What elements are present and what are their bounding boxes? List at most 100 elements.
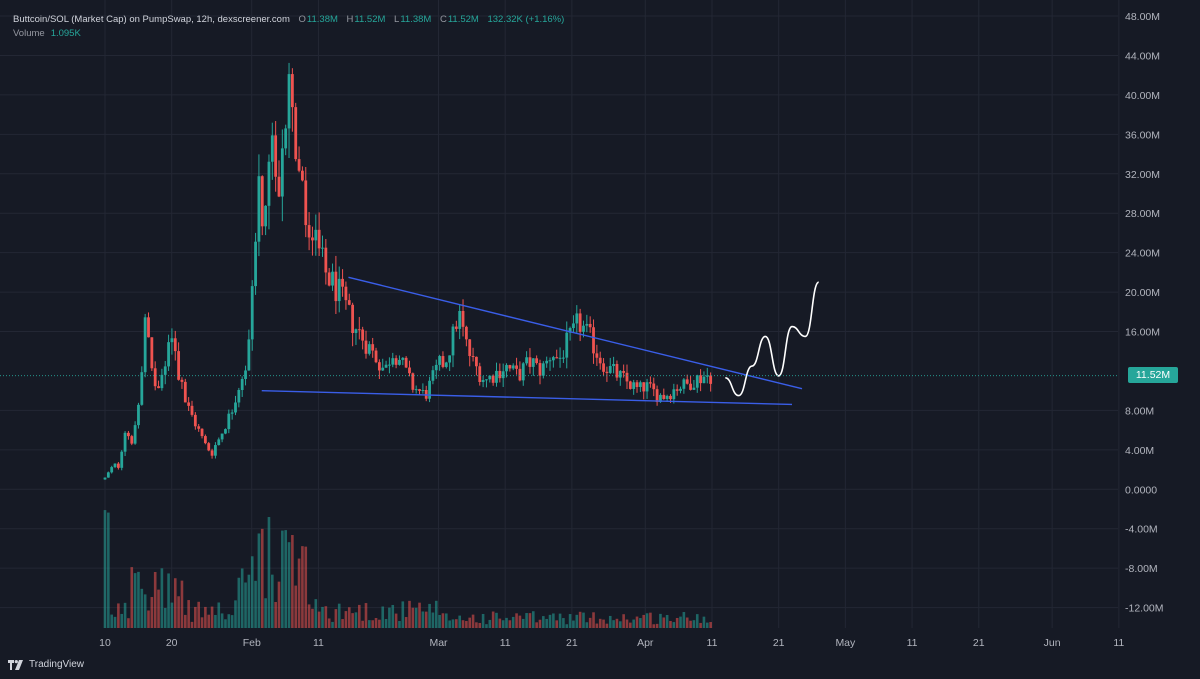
candle-body [307,225,311,238]
x-tick-label: 10 [99,637,111,649]
volume-bar [291,535,294,628]
price-axis[interactable]: 48.00M 44.00M 40.00M 36.00M 32.00M 28.00M 24.0… [1125,11,1164,615]
volume-bar [695,614,699,628]
candle-body [562,357,565,359]
volume-bar [685,617,689,628]
volume-bar [485,624,488,628]
candle-body [234,402,237,413]
volume-bar [140,588,144,628]
volume-bar [207,614,211,628]
candle-body [257,176,261,242]
y-tick-label: 20.00M [1125,287,1160,299]
candle-body [321,247,324,249]
candle-body [314,229,318,241]
volume-bar [378,619,381,628]
volume-bar [709,622,712,628]
candle-body [224,429,227,434]
candle-body [505,365,508,372]
volume-bar [120,613,124,628]
candle-body [344,286,348,301]
tradingview-logo[interactable]: TradingView [8,659,84,670]
candle-body [454,326,458,329]
candle-body [638,382,642,387]
volume-bar [622,614,625,628]
volume-bar [153,571,157,628]
volume-bar [555,620,559,628]
volume-bar [645,613,649,628]
candle-body [655,389,659,403]
volume-bar [294,585,298,628]
candle-body [444,362,448,367]
candle-body [461,310,465,327]
volume-bar [414,607,418,628]
volume-bar [167,573,170,628]
volume-bar [428,603,431,628]
volume-bar [200,617,204,628]
candle-body [588,323,592,328]
candle-body [595,353,599,358]
volume-bar [588,617,592,628]
candle-body [508,365,512,369]
candlesticks [103,62,713,480]
candle-body [140,372,144,405]
candle-body [317,229,321,249]
candle-body [327,272,331,286]
candle-body [481,380,485,383]
volume-bar [260,528,264,628]
volume-bar [194,606,197,628]
volume-bar [217,602,221,628]
upper-trendline[interactable] [348,276,803,390]
volume-bar [327,618,331,628]
volume-bar [381,606,385,628]
volume-bar [438,614,441,628]
volume-bar [665,614,669,628]
volume-bar [351,613,354,628]
brand-name: TradingView [29,659,85,670]
volume-bar [110,614,113,628]
candle-body [364,340,368,354]
symbol-title[interactable]: Buttcoin/SOL (Market Cap) on PumpSwap, 1… [13,14,290,25]
volume-bar [592,612,595,628]
y-tick-label: 40.00M [1125,90,1160,102]
candle-body [438,356,442,365]
volume-bar [374,618,378,628]
candle-body [615,364,619,378]
time-axis[interactable]: 10 20 Feb 11 Mar 11 21 Apr 11 21 May 11 21 Jun 11 [99,637,1124,649]
x-tick-label: 20 [166,637,178,649]
x-tick-label: 11 [707,637,718,649]
y-tick-label: 0.0000 [1125,484,1157,496]
y-tick-label: 8.00M [1125,405,1154,417]
candle-body [692,387,696,390]
y-tick-label: 44.00M [1125,50,1160,62]
volume-bar [123,602,127,628]
volume-bar [344,611,348,628]
candle-body [598,357,602,364]
volume-bar [368,620,371,628]
volume-bar [618,621,622,628]
volume-bar [585,622,589,628]
volume-bar [281,530,284,628]
volume-bar [471,614,475,628]
candle-body [324,247,328,273]
volume-bar [341,619,344,628]
open-label: O [298,14,306,25]
candle-body [659,394,662,403]
projection-drawing[interactable] [725,281,820,397]
volume-bar [525,613,528,628]
volume-bar [535,622,538,628]
volume-bar [635,616,639,628]
candle-body [227,413,231,430]
volume-bar [247,574,251,628]
lower-trendline[interactable] [261,389,793,406]
volume-bar [150,597,154,628]
last-price-badge: 11.52M [1128,367,1178,383]
candle-body [401,357,405,360]
candle-body [585,323,589,326]
volume-bar [491,611,495,628]
candle-body [488,375,492,380]
volume-bar [495,612,498,628]
volume-bar [655,623,659,628]
candle-body [351,304,355,334]
open-value: 11.38M [306,14,338,25]
